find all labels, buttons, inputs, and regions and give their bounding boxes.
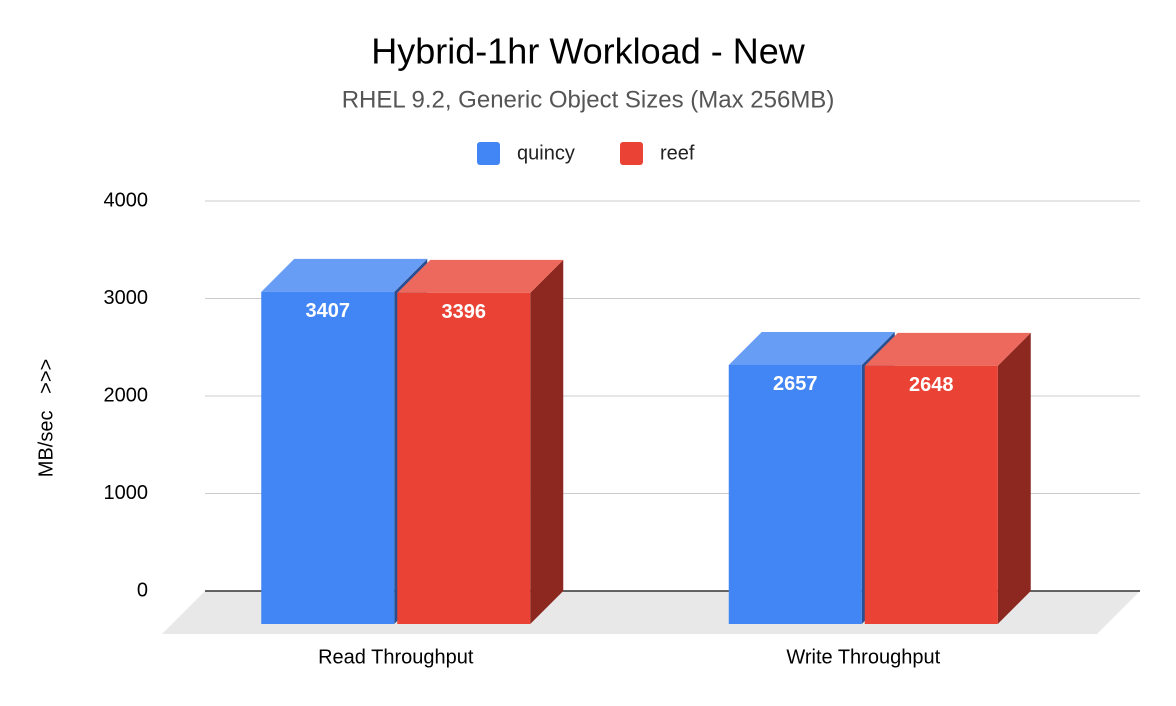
bar-side (530, 259, 564, 624)
y-tick-label: 4000 (104, 189, 149, 211)
bar (864, 332, 1031, 624)
legend-swatch (477, 142, 500, 165)
bar-side (997, 332, 1031, 624)
bar (397, 259, 564, 624)
y-tick-label: 1000 (104, 482, 149, 504)
bar (261, 258, 428, 624)
chart-title: Hybrid-1hr Workload - New (371, 31, 805, 72)
data-label: 3407 (306, 300, 351, 322)
data-label: 2657 (773, 373, 818, 395)
y-tick-label: 2000 (104, 384, 149, 406)
bar-top (864, 332, 1031, 366)
x-tick-label: Write Throughput (786, 646, 940, 668)
bar-top (728, 331, 895, 365)
y-tick-label: 3000 (104, 287, 149, 309)
data-label: 2648 (909, 374, 954, 396)
x-tick-label: Read Throughput (318, 646, 474, 668)
legend-label: quincy (517, 142, 575, 164)
bar-front (397, 292, 531, 624)
data-label: 3396 (442, 301, 487, 323)
y-axis-label: MB/sec >>> (35, 359, 57, 477)
bar-front (728, 364, 862, 624)
bar-top (397, 259, 564, 293)
y-tick-label: 0 (137, 579, 148, 601)
legend-label: reef (660, 142, 695, 164)
chart-subtitle: RHEL 9.2, Generic Object Sizes (Max 256M… (342, 86, 835, 113)
legend-swatch (620, 142, 643, 165)
bar-top (261, 258, 428, 292)
bar-front (261, 291, 395, 624)
bar-front (864, 365, 998, 624)
